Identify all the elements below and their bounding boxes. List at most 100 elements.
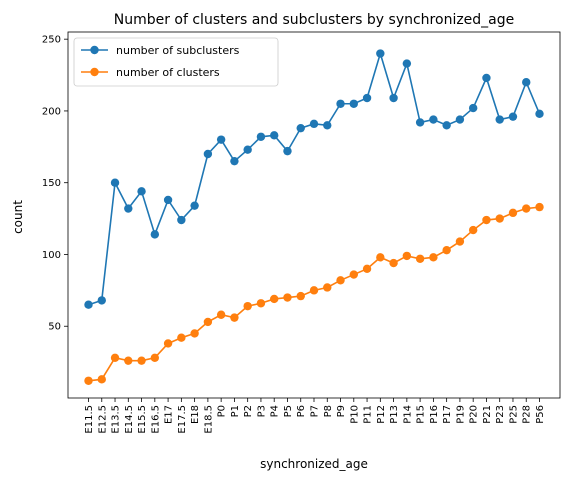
- chart-title: Number of clusters and subclusters by sy…: [114, 12, 515, 28]
- x-tick-label: P14: [402, 405, 413, 424]
- x-tick-label: E15.5: [137, 405, 148, 434]
- data-point: [296, 123, 305, 133]
- x-tick-label: P25: [508, 405, 519, 424]
- x-tick-label: P6: [296, 405, 307, 417]
- x-tick-label: E18.5: [203, 405, 214, 434]
- data-point: [376, 253, 385, 262]
- legend-marker: [90, 45, 99, 55]
- x-tick-label: P17: [442, 405, 453, 424]
- series-subclusters: [84, 49, 544, 309]
- data-point: [362, 93, 372, 103]
- data-point: [137, 187, 146, 196]
- x-tick-label: P13: [389, 405, 400, 424]
- x-tick-label: P1: [230, 405, 241, 417]
- data-point: [97, 375, 106, 384]
- x-tick-label: E16.5: [150, 405, 161, 434]
- data-point: [429, 253, 438, 262]
- x-tick-label: E13.5: [111, 405, 122, 434]
- data-point: [535, 202, 544, 212]
- data-point: [256, 132, 266, 141]
- data-point: [283, 293, 292, 302]
- x-tick-label: P56: [535, 405, 546, 424]
- x-tick-label: P3: [256, 405, 267, 417]
- x-tick-label: P15: [416, 405, 427, 424]
- x-tick-label: P23: [495, 405, 506, 424]
- x-tick-label: P21: [482, 405, 493, 424]
- data-point: [349, 270, 358, 279]
- data-point: [389, 258, 398, 268]
- data-point: [362, 264, 372, 274]
- data-point: [296, 291, 305, 301]
- x-tick-label: P16: [429, 405, 440, 424]
- data-point: [336, 276, 345, 285]
- data-point: [376, 49, 385, 58]
- data-point: [190, 329, 199, 338]
- y-tick-label: 150: [42, 178, 61, 189]
- data-point: [309, 119, 319, 129]
- data-point: [495, 214, 504, 223]
- data-point: [270, 294, 279, 304]
- data-point: [163, 195, 173, 205]
- data-point: [508, 208, 518, 218]
- data-point: [482, 73, 491, 83]
- x-tick-label: E18: [190, 405, 201, 424]
- data-point: [442, 121, 451, 130]
- data-point: [495, 115, 504, 124]
- data-point: [97, 296, 106, 305]
- y-tick-label: 50: [48, 322, 61, 333]
- series-clusters: [84, 202, 544, 385]
- data-point: [190, 201, 199, 210]
- data-point: [124, 356, 133, 365]
- data-point: [243, 301, 252, 311]
- plot-frame: [67, 31, 561, 399]
- data-point: [203, 149, 213, 159]
- data-point: [216, 135, 226, 144]
- legend-label: number of subclusters: [116, 44, 240, 57]
- data-point: [216, 310, 226, 319]
- series-line: [88, 50, 541, 306]
- data-point: [150, 230, 160, 239]
- legend-box: [73, 37, 279, 87]
- data-point: [230, 313, 239, 322]
- legend-marker: [90, 67, 99, 77]
- data-point: [336, 99, 345, 108]
- x-tick-label: P8: [323, 405, 334, 417]
- y-tick-label: 100: [42, 250, 61, 261]
- x-tick-label: P20: [469, 405, 480, 424]
- data-point: [283, 146, 292, 156]
- data-point: [535, 109, 544, 119]
- x-tick-label: P4: [270, 405, 281, 417]
- data-point: [468, 103, 478, 113]
- x-tick-label: P0: [217, 405, 228, 417]
- x-tick-label: E12.5: [97, 405, 108, 434]
- legend-label: number of clusters: [116, 66, 220, 79]
- data-point: [415, 118, 425, 127]
- data-point: [256, 299, 266, 308]
- x-tick-label: P10: [349, 405, 360, 424]
- data-point: [323, 121, 332, 130]
- data-point: [415, 254, 425, 263]
- x-tick-label: P9: [336, 405, 347, 417]
- data-point: [243, 145, 252, 154]
- x-tick-label: E17: [164, 405, 175, 424]
- data-point: [110, 178, 120, 187]
- data-point: [349, 99, 358, 108]
- data-point: [402, 59, 412, 68]
- x-tick-label: E14.5: [124, 405, 135, 434]
- data-point: [402, 251, 412, 261]
- data-point: [177, 333, 186, 342]
- data-point: [309, 286, 319, 295]
- data-point: [150, 353, 160, 363]
- x-tick-label: P19: [455, 405, 466, 424]
- data-point: [270, 131, 279, 140]
- y-tick-label: 200: [42, 106, 61, 117]
- x-axis-label: synchronized_age: [260, 457, 368, 471]
- x-tick-label: E11.5: [84, 405, 95, 434]
- data-point: [508, 112, 518, 121]
- data-point: [455, 237, 465, 246]
- data-point: [522, 78, 531, 87]
- data-point: [442, 245, 451, 255]
- x-tick-label: P11: [363, 405, 374, 424]
- data-point: [177, 215, 186, 225]
